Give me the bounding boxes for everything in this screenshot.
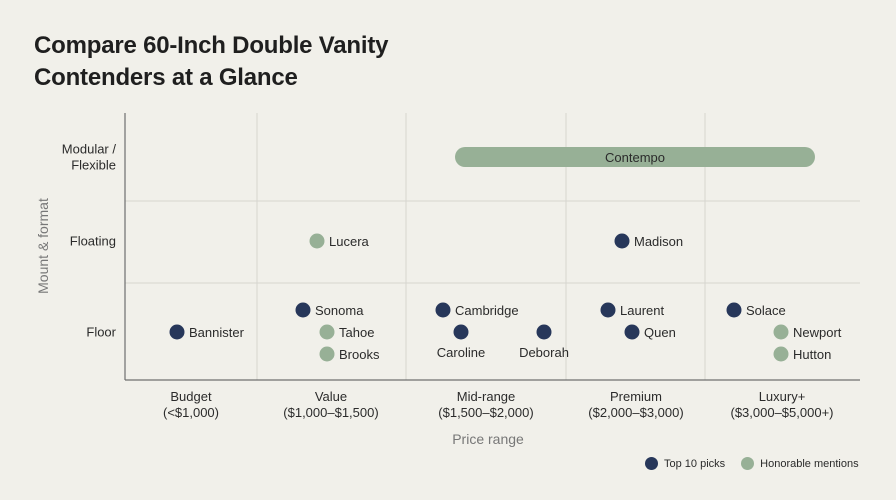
y-tick-label-floor: Floor xyxy=(86,325,116,340)
y-tick-label-line: Floating xyxy=(70,234,116,249)
point-laurent xyxy=(600,302,616,318)
point-deborah xyxy=(536,324,552,340)
point-label-cambridge: Cambridge xyxy=(455,303,519,318)
x-tick-label-line: ($3,000–$5,000+) xyxy=(730,405,833,420)
y-tick-label-modular-flexible: Modular / Flexible xyxy=(62,142,117,173)
legend-label-top10: Top 10 picks xyxy=(664,457,726,470)
point-label-quen: Quen xyxy=(644,325,676,340)
x-tick-label-line: Budget xyxy=(170,389,212,404)
point-quen xyxy=(624,324,640,340)
point-bannister xyxy=(169,324,185,340)
legend-marker-honorable xyxy=(741,457,755,470)
x-tick-label-luxury: Luxury+ ($3,000–$5,000+) xyxy=(730,389,833,420)
legend-item-honorable: Honorable mentions xyxy=(741,457,859,470)
legend: Top 10 picks Honorable mentions xyxy=(645,457,875,470)
legend-label-honorable: Honorable mentions xyxy=(760,457,859,470)
point-brooks xyxy=(319,346,335,362)
legend-item-top10: Top 10 picks xyxy=(645,457,725,470)
x-tick-label-line: (<$1,000) xyxy=(163,405,219,420)
point-label-laurent: Laurent xyxy=(620,303,664,318)
point-label-sonoma: Sonoma xyxy=(315,303,364,318)
point-lucera xyxy=(309,233,325,249)
point-label-hutton: Hutton xyxy=(793,347,831,362)
point-label-solace: Solace xyxy=(746,303,786,318)
point-tahoe xyxy=(319,324,335,340)
x-tick-label-line: Value xyxy=(315,389,347,404)
point-label-madison: Madison xyxy=(634,234,683,249)
point-hutton xyxy=(773,346,789,362)
x-tick-label-line: ($2,000–$3,000) xyxy=(588,405,683,420)
chart-title-line-2: Contenders at a Glance xyxy=(34,64,298,91)
legend-marker-top10 xyxy=(645,457,658,470)
range-bar-contempo xyxy=(455,147,815,167)
point-label-caroline: Caroline xyxy=(437,345,485,360)
point-label-tahoe: Tahoe xyxy=(339,325,374,340)
x-axis-title: Price range xyxy=(452,431,524,447)
chart-title: Compare 60-Inch Double Vanity Contenders… xyxy=(34,30,388,94)
x-tick-label-line: Premium xyxy=(610,389,662,404)
x-tick-label-budget: Budget (<$1,000) xyxy=(163,389,219,420)
x-tick-label-line: Luxury+ xyxy=(759,389,806,404)
point-caroline xyxy=(453,324,469,340)
point-label-newport: Newport xyxy=(793,325,842,340)
x-tick-label-mid-range: Mid-range ($1,500–$2,000) xyxy=(438,389,533,420)
point-sonoma xyxy=(295,302,311,318)
chart-title-line-1: Compare 60-Inch Double Vanity xyxy=(34,32,389,59)
x-tick-label-line: Mid-range xyxy=(457,389,516,404)
point-solace xyxy=(726,302,742,318)
x-tick-label-line: ($1,500–$2,000) xyxy=(438,405,533,420)
x-tick-label-line: ($1,000–$1,500) xyxy=(283,405,378,420)
y-tick-label-line: Flexible xyxy=(71,158,116,173)
point-newport xyxy=(773,324,789,340)
point-label-lucera: Lucera xyxy=(329,234,370,249)
point-madison xyxy=(614,233,630,249)
y-axis-title: Mount & format xyxy=(35,198,51,294)
x-tick-label-premium: Premium ($2,000–$3,000) xyxy=(588,389,683,420)
y-tick-label-line: Floor xyxy=(86,325,116,340)
x-tick-label-value: Value ($1,000–$1,500) xyxy=(283,389,378,420)
y-tick-label-floating: Floating xyxy=(70,234,116,249)
point-label-brooks: Brooks xyxy=(339,347,380,362)
point-label-bannister: Bannister xyxy=(189,325,245,340)
y-tick-label-line: Modular / xyxy=(62,142,117,157)
point-label-deborah: Deborah xyxy=(519,345,569,360)
range-bar-label-contempo: Contempo xyxy=(605,150,665,165)
point-cambridge xyxy=(435,302,451,318)
